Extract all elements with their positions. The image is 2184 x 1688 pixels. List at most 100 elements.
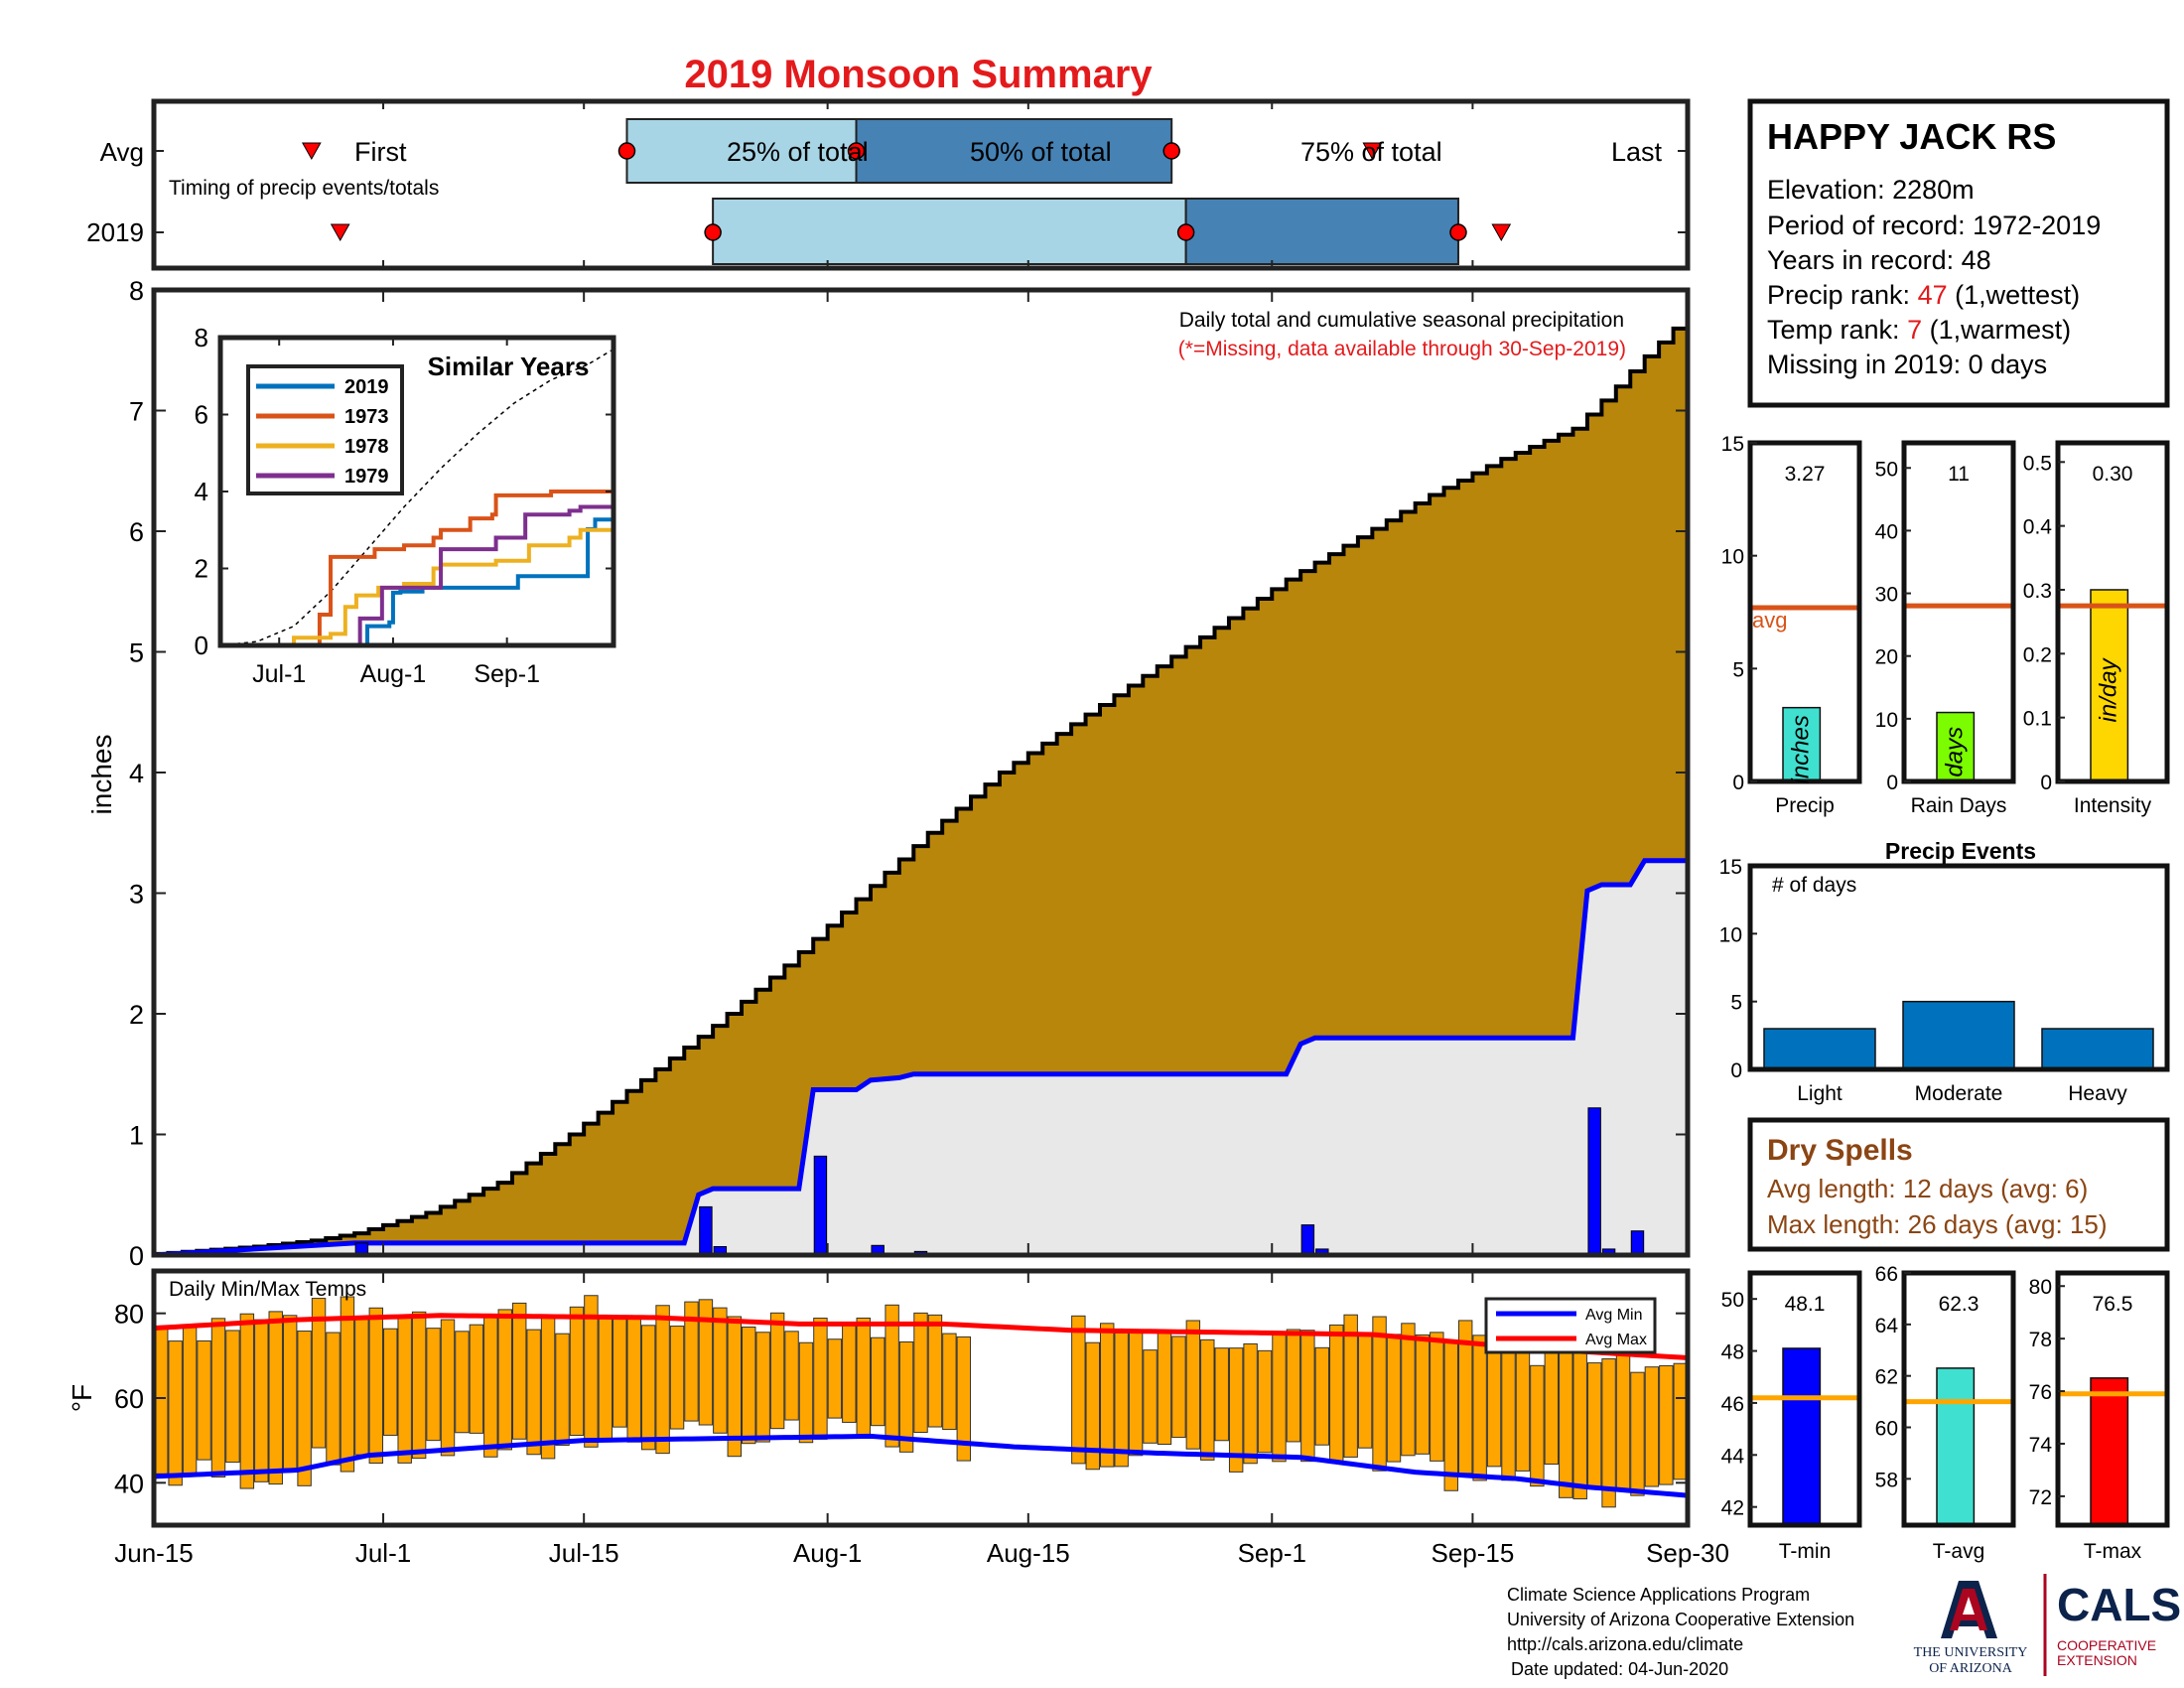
- tsum-label-0: T-min: [1779, 1540, 1832, 1563]
- y2019-p25-p50-bar: [712, 198, 1187, 265]
- temp-legend: Avg Min Avg Max: [1484, 1297, 1657, 1354]
- tsum-tick-label: 80: [2029, 1276, 2052, 1299]
- date-tick-label: Jul-1: [355, 1538, 411, 1568]
- daily-temp-bar: [1272, 1333, 1287, 1463]
- inset-series-1979: [220, 504, 614, 647]
- tsum-frame-0: [1747, 1270, 1862, 1528]
- station-frame: [1747, 98, 2170, 408]
- daily-temp-bar: [655, 1305, 670, 1455]
- daily-temp-bar: [1085, 1341, 1100, 1471]
- ua-line1: THE UNIVERSITY: [1914, 1645, 2028, 1660]
- event-bar-heavy: [2041, 1028, 2154, 1070]
- main-annotation-line1: Daily total and cumulative seasonal prec…: [1179, 309, 1624, 332]
- temp-caption: Daily Min/Max Temps: [169, 1278, 366, 1301]
- tsum-tick-label: 64: [1875, 1315, 1899, 1337]
- daily-temp-bar: [1357, 1334, 1373, 1449]
- daily-temp-bar: [1644, 1366, 1660, 1487]
- tsum-tick-label: 66: [1875, 1263, 1898, 1286]
- tsum-tick-label: 62: [1875, 1366, 1898, 1389]
- daily-temp-bar: [210, 1318, 226, 1477]
- tsum-value-2: 76.5: [2093, 1293, 2133, 1316]
- daily-temp-bar: [1601, 1358, 1616, 1508]
- daily-temp-bar: [469, 1324, 484, 1434]
- station-temp-rank: Temp rank: 7 (1,warmest): [1767, 315, 2071, 345]
- daily-temp-bar: [268, 1311, 283, 1485]
- main-ytick-label: 6: [129, 517, 144, 547]
- station-missing: Missing in 2019: 0 days: [1767, 350, 2047, 379]
- events-tick-label: 5: [1730, 992, 1742, 1015]
- tsum-tick-label: 50: [1721, 1289, 1744, 1312]
- summary-value-0: 3.27: [1785, 463, 1826, 486]
- daily-temp-bar: [1343, 1314, 1358, 1458]
- daily-temp-bar: [742, 1326, 756, 1445]
- daily-temp-bar: [956, 1336, 972, 1462]
- daily-temp-bar: [727, 1316, 743, 1458]
- daily-temp-bar: [225, 1330, 240, 1464]
- daily-temp-bar: [397, 1316, 412, 1464]
- tsum-value-1: 62.3: [1939, 1293, 1979, 1316]
- daily-temp-bar: [1501, 1343, 1516, 1481]
- daily-precip-bar: [699, 1205, 713, 1256]
- inset-legend-label-1979: 1979: [344, 466, 389, 488]
- summary-bar-2: [2090, 589, 2129, 782]
- daily-temp-bar: [598, 1317, 614, 1442]
- main-ytick-label: 3: [129, 880, 144, 910]
- daily-temp-bar: [1386, 1334, 1402, 1463]
- daily-precip-bar: [1300, 1224, 1315, 1256]
- summary-tick-label: 0: [2040, 772, 2052, 794]
- daily-temp-bar: [154, 1325, 169, 1475]
- precip-events-panel: Precip Events Light Moderate Heavy 0 5 10 15 #…: [1719, 838, 2170, 1105]
- ua-line2: OF ARIZONA: [1929, 1661, 2013, 1676]
- daily-temp-bar: [842, 1323, 857, 1423]
- timing-caption: Timing of precip events/totals: [169, 177, 439, 200]
- footer-line3: http://cals.arizona.edu/climate: [1507, 1634, 1743, 1654]
- summary-tick-label: 10: [1721, 546, 1744, 569]
- summary-value-1: 11: [1948, 463, 1970, 486]
- legend-avg-max-label: Avg Max: [1585, 1332, 1647, 1348]
- daily-temp-bar: [813, 1318, 828, 1440]
- daily-temp-bar: [197, 1339, 211, 1461]
- avg-p25-p50-bar: [625, 118, 858, 184]
- summary-frame-0: [1747, 440, 1862, 784]
- station-info-box: HAPPY JACK RS Elevation: 2280m Period of…: [1747, 98, 2170, 408]
- timing-panel: Avg 2019 Timing of precip events/totals …: [86, 98, 1691, 271]
- summary-unit-1: days: [1942, 727, 1969, 777]
- daily-temp-bar: [326, 1332, 341, 1466]
- daily-temp-bar: [1099, 1323, 1115, 1468]
- date-axis: Jun-15 Jul-1 Jul-15 Aug-1 Aug-15 Sep-1 Sep-15 S…: [114, 290, 1729, 1568]
- daily-temp-bar: [870, 1336, 886, 1427]
- daily-temp-bar: [1586, 1362, 1602, 1487]
- inset-ytick-label: 0: [195, 631, 208, 660]
- ua-a-icon: [1941, 1581, 1997, 1638]
- summary-label-1: Rain Days: [1911, 794, 2007, 817]
- daily-temp-bar: [698, 1299, 714, 1426]
- daily-temp-bar: [769, 1312, 785, 1430]
- daily-temp-bar: [1572, 1340, 1587, 1499]
- daily-temp-bar: [713, 1307, 728, 1434]
- last-label: Last: [1611, 137, 1663, 167]
- daily-temp-bar: [426, 1328, 441, 1442]
- daily-temp-bar: [540, 1316, 556, 1460]
- main-ytick-label: 4: [129, 759, 144, 788]
- daily-temp-bar: [1228, 1347, 1244, 1473]
- coop-line1: COOPERATIVE: [2057, 1637, 2156, 1653]
- inset-legend-label-1973: 1973: [344, 406, 389, 428]
- main-ytick-label: 1: [129, 1121, 144, 1151]
- tsum-label-1: T-avg: [1933, 1540, 1985, 1563]
- daily-temp-bar: [1114, 1332, 1129, 1468]
- date-tick-label: Sep-1: [1238, 1538, 1306, 1568]
- inset-legend-label-2019: 2019: [344, 376, 389, 398]
- cumulative-2019-area: [154, 860, 1688, 1255]
- temp-legend-box: [1484, 1297, 1657, 1354]
- inset-legend-label-1978: 1978: [344, 436, 389, 458]
- summary-tick-label: 40: [1875, 520, 1898, 543]
- temp-frame: [151, 1268, 1691, 1528]
- inset-legend: 2019 1973 1978 1979: [246, 364, 404, 495]
- event-label-heavy: Heavy: [2068, 1082, 2127, 1105]
- tsum-tick-label: 60: [1875, 1418, 1898, 1441]
- events-tick-label: 15: [1719, 856, 1742, 879]
- daily-temp-bar: [684, 1301, 699, 1422]
- daily-temp-bar: [311, 1298, 327, 1449]
- avg-p25-marker: [617, 142, 636, 160]
- station-elevation: Elevation: 2280m: [1767, 175, 1975, 205]
